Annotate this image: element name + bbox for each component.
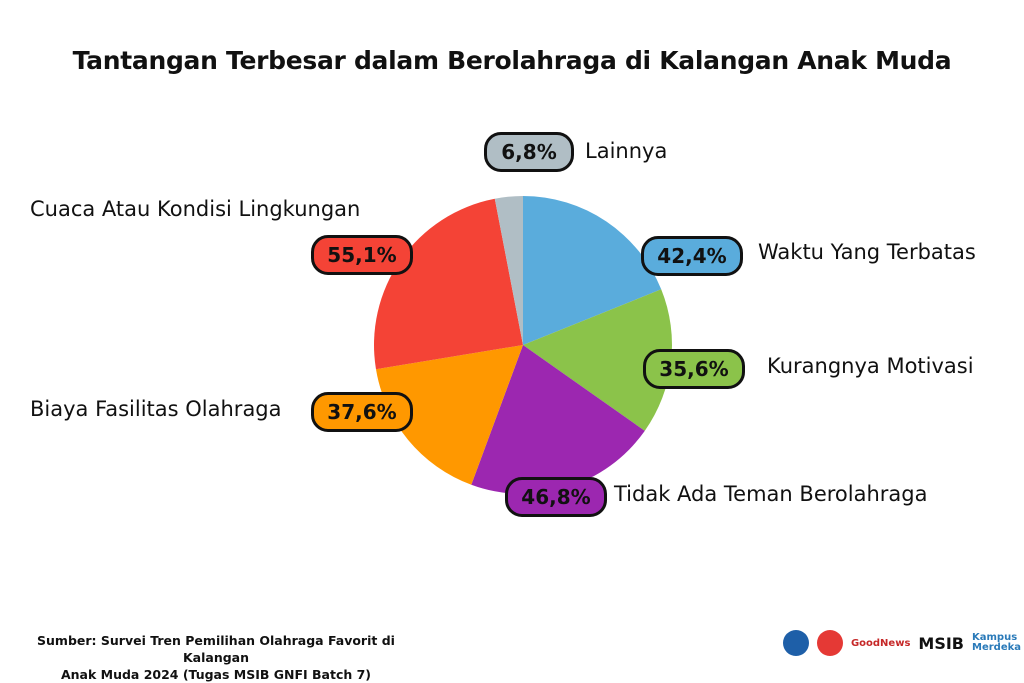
category-label-biaya: Biaya Fasilitas Olahraga (30, 397, 282, 421)
data-label-motivasi: 35,6% (643, 349, 745, 389)
kampus-merdeka-logo: Kampus Merdeka (972, 632, 1022, 653)
pie-slice-4 (374, 198, 523, 370)
category-label-lainnya: Lainnya (585, 139, 668, 163)
logo-bar: GoodNews MSIB Kampus Merdeka (782, 630, 1022, 656)
data-label-waktu: 42,4% (641, 236, 743, 276)
category-label-teman: Tidak Ada Teman Berolahraga (614, 482, 928, 506)
source-line-2: Anak Muda 2024 (Tugas MSIB GNFI Batch 7) (60, 667, 372, 682)
category-label-motivasi: Kurangnya Motivasi (767, 354, 974, 378)
source-line-1: Sumber: Survei Tren Pemilihan Olahraga F… (37, 633, 395, 665)
data-label-cuaca: 55,1% (311, 235, 413, 275)
pie-slice-5 (494, 196, 523, 345)
chart-title: Tantangan Terbesar dalam Berolahraga di … (72, 46, 952, 75)
pie-slice-2 (471, 345, 645, 495)
pie-slice-0 (523, 196, 662, 345)
goodnews-logo: GoodNews (850, 637, 911, 649)
category-label-waktu: Waktu Yang Terbatas (758, 240, 976, 264)
category-label-cuaca: Cuaca Atau Kondisi Lingkungan (30, 197, 361, 221)
pie-slice-1 (523, 289, 672, 431)
source-note: Sumber: Survei Tren Pemilihan Olahraga F… (6, 632, 426, 683)
data-label-biaya: 37,6% (311, 392, 413, 432)
tut-wuri-logo-icon (782, 630, 809, 656)
msib-logo: MSIB (918, 633, 964, 653)
pie-slice-3 (375, 345, 523, 485)
data-label-teman: 46,8% (505, 477, 607, 517)
data-label-lainnya: 6,8% (484, 132, 574, 172)
gnfi-logo-icon (816, 630, 843, 656)
